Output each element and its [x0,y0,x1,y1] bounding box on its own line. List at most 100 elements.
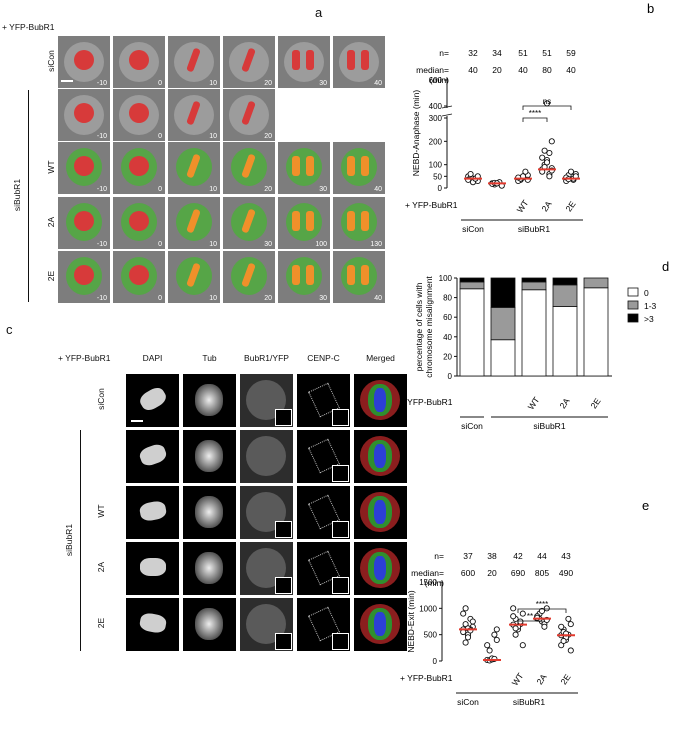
y-tick-label: 1500 [419,578,437,587]
legend-swatch [627,313,639,323]
timepoint-label: 30 [319,186,327,193]
group-label: siCon [462,224,484,234]
timepoint-label: 40 [374,295,382,302]
n-label: n= [439,48,449,58]
data-point [560,637,567,645]
bar-segment [552,277,578,286]
y-tick-label: 60 [443,313,452,322]
legend-label: 1-3 [644,301,657,311]
timepoint-label: 10 [209,241,217,248]
data-point [462,605,469,612]
n-value: 59 [566,48,576,58]
significance-label: ns [543,97,551,106]
x-tick-label: WT [526,395,542,412]
micrograph-tile [183,430,236,483]
significance-label: **** [529,109,541,118]
panel-a-row-label: 2A [46,216,56,228]
timelapse-tile: 10 [168,89,220,141]
micrograph-tile [240,542,293,595]
timepoint-label: 0 [158,80,162,87]
micrograph-tile [297,486,350,539]
timelapse-tile: 30 [278,36,330,88]
data-point [546,173,553,180]
timepoint-label: 100 [315,241,327,248]
construct-label: + YFP-BubR1 [400,673,453,683]
data-point [493,626,500,633]
timelapse-tile: 20 [223,89,275,141]
panel-letter: e [642,498,649,513]
data-point [541,623,548,630]
construct-label: + YFP-BubR1 [400,397,453,407]
bar-segment [459,277,485,283]
n-value: 43 [561,551,571,561]
timelapse-tile: 10 [168,142,220,194]
bar-segment [521,281,547,291]
y-tick-label: 0 [438,184,443,193]
timelapse-tile: 40 [333,251,385,303]
timelapse-tile: 0 [113,89,165,141]
bar-segment [459,288,485,377]
panel-c-row-label: siCon [96,388,106,410]
group-label: siBubR1 [518,224,550,234]
data-point [484,642,491,649]
panel-a-group-bracket [28,90,29,302]
panel-e-chart: e n= median=(min) 37 38 42 44 43 600 20 690 805 490 0… [400,498,649,707]
x-tick-label: 2A [557,396,571,411]
timelapse-tile: 30 [278,142,330,194]
micrograph-tile [126,374,179,427]
x-tick-label: 2E [588,396,602,411]
timepoint-label: 20 [264,133,272,140]
panel-c-row-label: 2E [96,617,106,629]
timepoint-label: 20 [264,295,272,302]
micrograph-tile [183,542,236,595]
timelapse-tile: 100 [278,197,330,249]
timepoint-label: -10 [96,133,107,140]
panel-a-row-label: siCon [46,50,56,72]
bar-segment [583,277,609,289]
panel-c-immunofluorescence-grid: DAPI Tub BubR1/YFP CENP-C Merged siCon WT 2A 2E s… [0,340,407,680]
median-value: 805 [535,568,549,578]
panel-c-group-label: siBubR1 [64,523,74,557]
data-point [543,605,550,612]
data-point [541,147,548,154]
timepoint-label: 130 [370,241,382,248]
n-value: 34 [492,48,502,58]
significance-bracket [517,620,543,625]
data-point [567,621,574,628]
median-value: 490 [559,568,573,578]
timepoint-label: 30 [264,241,272,248]
y-tick-label: 300 [429,114,443,123]
median-unit: (min) [430,75,450,85]
timelapse-tile: 0 [113,251,165,303]
micrograph-tile [183,374,236,427]
timepoint-label: -10 [96,80,107,87]
y-axis-label: NEBD-Exit (min) [406,590,416,653]
timepoint-label: 10 [209,295,217,302]
data-point [517,618,524,625]
panel-a-timelapse-grid: -10 0 10 20 30 40 siCon -10 0 10 20 -10 0 10 20 30 40 WT -… [0,0,400,330]
panel-c-row-label: 2A [96,561,106,573]
panel-c-group-bracket [80,430,81,651]
panel-letter: b [647,1,654,16]
bar-segment [521,289,547,377]
timepoint-label: 40 [374,80,382,87]
micrograph-tile [297,598,350,651]
micrograph-tile [240,374,293,427]
axis-break-mark [441,113,453,117]
micrograph-tile [297,430,350,483]
timepoint-label: 0 [158,295,162,302]
significance-label: **** [536,600,548,609]
timelapse-tile: -10 [58,251,110,303]
timepoint-label: 0 [158,133,162,140]
y-tick-label: 600 [429,76,443,85]
significance-bracket [517,608,567,613]
bar-segment [490,339,516,377]
data-point [460,610,467,617]
median-value: 80 [542,65,552,75]
timepoint-label: 10 [209,133,217,140]
bar-segment [552,284,578,307]
legend-swatch [627,287,639,297]
micrograph-tile [126,486,179,539]
y-tick-label: 50 [433,172,442,181]
timelapse-tile: -10 [58,36,110,88]
